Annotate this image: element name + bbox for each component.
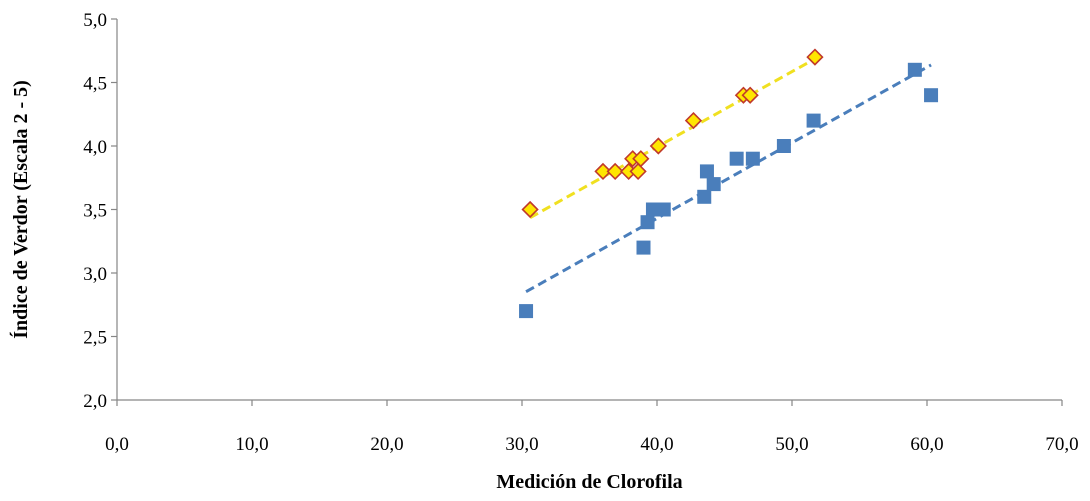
data-point-square: [656, 202, 671, 217]
y-tick-label: 4,5: [83, 74, 107, 95]
x-tick-label: 0,0: [105, 434, 129, 455]
data-point-diamond: [629, 162, 647, 181]
data-point-square: [776, 139, 791, 153]
data-point-square: [519, 304, 534, 319]
y-tick-label: 2,0: [83, 391, 107, 412]
trendlines: [525, 57, 932, 294]
y-tick-label: 5,0: [83, 10, 107, 31]
data-point-square: [645, 202, 660, 217]
trendline-series-2: [529, 57, 816, 219]
y-tick-label: 3,5: [83, 201, 107, 222]
data-point-square: [699, 164, 714, 179]
x-axis-title: Medición de Clorofila: [496, 471, 682, 493]
x-tick-label: 60,0: [910, 434, 943, 455]
data-point-diamond: [649, 137, 667, 155]
data-point-square: [706, 177, 721, 192]
x-tick-label: 70,0: [1045, 434, 1078, 455]
x-tick-label: 50,0: [775, 434, 808, 455]
x-tick-label: 10,0: [235, 434, 268, 455]
data-point-square: [697, 189, 712, 204]
y-axis-title: Índice de Verdor (Escala 2 - 5): [9, 80, 32, 339]
data-point-square: [729, 151, 744, 166]
data-point-diamond: [632, 150, 650, 168]
data-point-diamond: [741, 86, 759, 104]
x-tick-label: 40,0: [640, 434, 673, 455]
data-points: [519, 48, 939, 319]
y-tick-label: 4,0: [83, 137, 107, 158]
data-point-square: [636, 240, 651, 255]
data-point-square: [745, 151, 760, 166]
data-point-diamond: [521, 200, 539, 219]
ticks: 0,0 10,0 20,0 30,0 40,0 50,0 60,0 70,0 2,0 2,5 3,0…: [83, 10, 1078, 455]
data-point-square: [924, 88, 939, 103]
data-point-square: [907, 62, 922, 77]
x-tick-label: 30,0: [505, 434, 538, 455]
x-tick-label: 20,0: [370, 434, 403, 455]
data-point-square: [640, 215, 655, 230]
data-point-diamond: [594, 162, 612, 181]
data-point-diamond: [606, 162, 624, 181]
data-point-diamond: [806, 48, 824, 66]
y-tick-label: 3,0: [83, 264, 107, 285]
data-point-square: [806, 113, 821, 128]
y-tick-label: 2,5: [83, 328, 107, 349]
trendline-series-1: [525, 63, 932, 294]
data-point-diamond: [684, 111, 703, 130]
